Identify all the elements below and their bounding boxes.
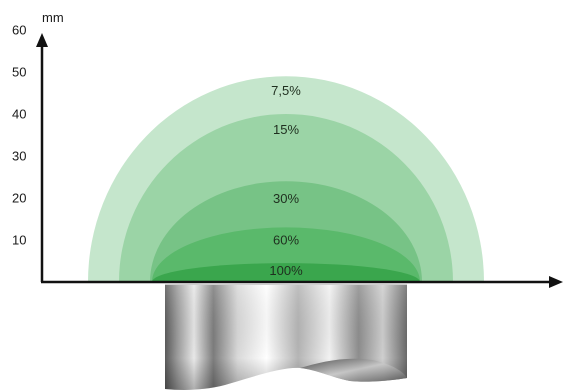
axes [36, 33, 563, 288]
y-axis-tick-labels: 10 20 30 40 50 60 [12, 23, 26, 248]
sensor-body-illustration [165, 284, 407, 390]
zone-5-area [152, 263, 420, 282]
y-tick-label: 50 [12, 65, 26, 80]
y-tick-label: 20 [12, 191, 26, 206]
y-tick-label: 60 [12, 23, 26, 38]
y-tick-label: 40 [12, 107, 26, 122]
zone-1-label: 7,5% [271, 83, 301, 98]
y-tick-label: 10 [12, 233, 26, 248]
y-axis-unit-label: mm [42, 10, 64, 25]
x-axis-arrowhead [549, 276, 563, 288]
zone-4-label: 60% [273, 232, 299, 247]
coverage-zones [88, 76, 484, 282]
zone-2-label: 15% [273, 122, 299, 137]
y-tick-label: 30 [12, 149, 26, 164]
zone-5-label: 100% [269, 263, 303, 278]
zone-labels: 7,5% 15% 30% 60% 100% [269, 83, 303, 278]
zone-3-label: 30% [273, 191, 299, 206]
y-axis-arrowhead [36, 33, 48, 47]
